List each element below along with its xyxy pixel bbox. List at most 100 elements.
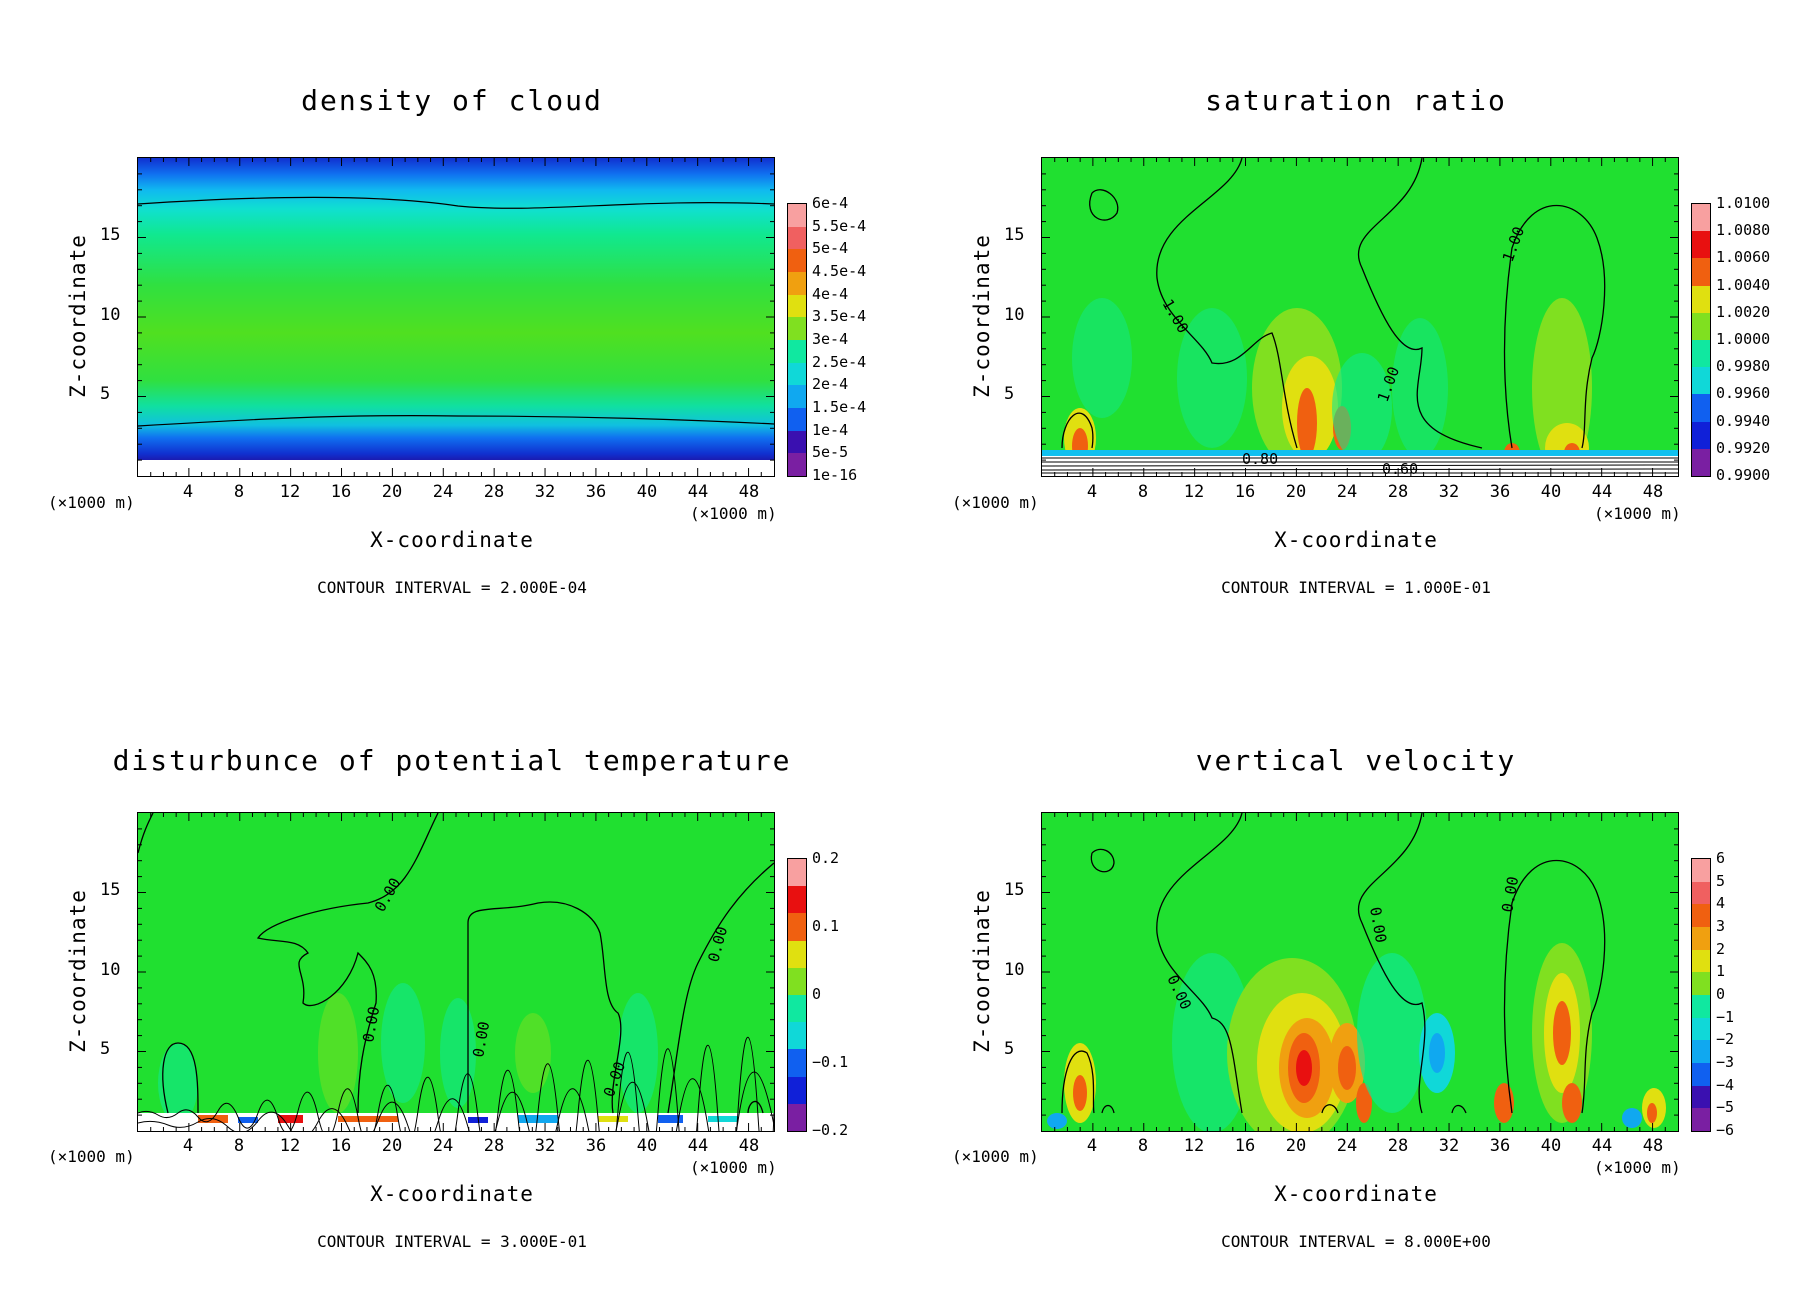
- x-tick-label: 28: [483, 482, 505, 502]
- colorbar-tick-label: 3e-4: [812, 330, 849, 348]
- x-tick-label: 32: [1438, 482, 1460, 502]
- colorbar-segment: [1692, 949, 1710, 973]
- plot-area: [137, 157, 775, 477]
- colorbar-segment: [788, 994, 806, 1023]
- colorbar-segment: [788, 1103, 806, 1131]
- colorbar-segment: [1692, 972, 1710, 995]
- colorbar-tick-label: −2: [1716, 1030, 1735, 1049]
- colorbar-tick-label: 1.0080: [1716, 221, 1771, 240]
- colorbar-tick-label: 0: [812, 985, 822, 1003]
- colorbar: [1691, 203, 1711, 477]
- colorbar: [1691, 858, 1711, 1132]
- x-tick-label: 12: [279, 482, 301, 502]
- colorbar-segment: [788, 913, 806, 941]
- x-tick-label: 24: [432, 1136, 454, 1156]
- colorbar-tick-label: −6: [1716, 1121, 1735, 1139]
- x-tick-label: 12: [1183, 482, 1205, 502]
- plot-area: 0.00 0.00 0.00 0.00 0.00: [137, 812, 775, 1132]
- colorbar-segment: [1692, 1017, 1710, 1041]
- x-tick-label: 36: [1489, 482, 1511, 502]
- colorbar-segment: [1692, 285, 1710, 313]
- colorbar-tick-label: 0: [1716, 985, 1726, 1003]
- colorbar: [787, 203, 807, 477]
- x-tick-label: 28: [483, 1136, 505, 1156]
- y-tick-label: 10: [1004, 305, 1025, 325]
- y-tick-label: 10: [100, 960, 121, 980]
- x-tick-label: 32: [534, 1136, 556, 1156]
- colorbar-segment: [1692, 258, 1710, 286]
- colorbar-segment: [1692, 421, 1710, 449]
- colorbar-segment: [788, 1022, 806, 1050]
- x-tick-label: 4: [1086, 1136, 1098, 1156]
- x-axis-label: X-coordinate: [1274, 1182, 1438, 1206]
- colorbar-segment: [1692, 881, 1710, 905]
- y-tick-label: 10: [1004, 960, 1025, 980]
- colorbar-segment: [1692, 1085, 1710, 1109]
- colorbar-tick-label: 3.5e-4: [812, 307, 867, 326]
- colorbar-tick-label: 1.0040: [1716, 275, 1771, 294]
- y-tick-label: 15: [1004, 880, 1025, 900]
- x-tick-label: 40: [636, 1136, 658, 1156]
- colorbar-segment: [1692, 1062, 1710, 1086]
- x-tick-label: 28: [1387, 1136, 1409, 1156]
- svg-text:0.00: 0.00: [1498, 875, 1522, 914]
- x-tick-label: 40: [1540, 1136, 1562, 1156]
- colorbar-segment: [1692, 926, 1710, 950]
- colorbar-tick-label: 0.9900: [1716, 466, 1771, 484]
- colorbar-segment: [788, 362, 806, 386]
- x-tick-label: 8: [233, 482, 245, 502]
- colorbar-segment: [1692, 1040, 1710, 1063]
- x-tick-label: 24: [1336, 1136, 1358, 1156]
- colorbar-segment: [1692, 394, 1710, 422]
- axis-ticks: [138, 813, 774, 1131]
- x-tick-label: 36: [1489, 1136, 1511, 1156]
- colorbar-tick-label: 1e-4: [812, 420, 849, 439]
- colorbar-segment: [788, 294, 806, 318]
- plot-area: 1.00 1.00 1.00 0.80 0.60: [1041, 157, 1679, 477]
- colorbar-tick-label: 4e-4: [812, 284, 849, 303]
- colorbar-segment: [788, 317, 806, 340]
- y-tick-label: 15: [100, 225, 121, 245]
- y-tick-label: 5: [1004, 1039, 1015, 1059]
- colorbar-segment: [788, 940, 806, 968]
- axis-ticks: [138, 158, 774, 476]
- axis-ticks: [1042, 813, 1678, 1131]
- colorbar-tick-label: 1.0100: [1716, 194, 1771, 212]
- colorbar-segment: [788, 204, 806, 227]
- y-tick-label: 5: [100, 384, 111, 404]
- x-unit-label: (×1000 m): [952, 1147, 1039, 1166]
- x-tick-label: 8: [233, 1136, 245, 1156]
- x-tick-label: 48: [1642, 1136, 1664, 1156]
- colorbar-segment: [1692, 204, 1710, 232]
- colorbar-tick-label: 2: [1716, 939, 1726, 958]
- colorbar-segment: [788, 430, 806, 454]
- colorbar-segment: [788, 453, 806, 476]
- chart-title: vertical velocity: [1195, 744, 1517, 777]
- y-tick-label: 5: [100, 1039, 111, 1059]
- colorbar: [787, 858, 807, 1132]
- colorbar-segment: [1692, 367, 1710, 395]
- colorbar-tick-label: 1.0060: [1716, 248, 1771, 267]
- colorbar-tick-label: 3: [1716, 917, 1726, 935]
- colorbar-tick-label: 5e-5: [812, 443, 849, 462]
- x-tick-label: 16: [330, 482, 352, 502]
- x-axis-label: X-coordinate: [370, 1182, 534, 1206]
- contour-interval: CONTOUR INTERVAL = 3.000E-01: [317, 1232, 587, 1251]
- colorbar-segment: [788, 249, 806, 272]
- x-tick-label: 20: [1285, 482, 1307, 502]
- colorbar-segment: [1692, 904, 1710, 927]
- x-unit-label: (×1000 m): [690, 504, 777, 523]
- colorbar-segment: [788, 385, 806, 408]
- x-tick-label: 44: [687, 1136, 709, 1156]
- x-tick-label: 48: [1642, 482, 1664, 502]
- svg-text:0.00: 0.00: [1366, 906, 1390, 945]
- colorbar-tick-label: 1.0000: [1716, 330, 1771, 348]
- colorbar-tick-label: 0.2: [812, 849, 840, 867]
- y-axis-label: Z-coordinate: [970, 234, 994, 398]
- colorbar-tick-label: 0.9960: [1716, 384, 1771, 403]
- colorbar-segment: [788, 407, 806, 431]
- colorbar-tick-label: 1.5e-4: [812, 398, 867, 416]
- x-tick-label: 16: [330, 1136, 352, 1156]
- x-tick-label: 4: [182, 1136, 194, 1156]
- x-tick-label: 20: [381, 1136, 403, 1156]
